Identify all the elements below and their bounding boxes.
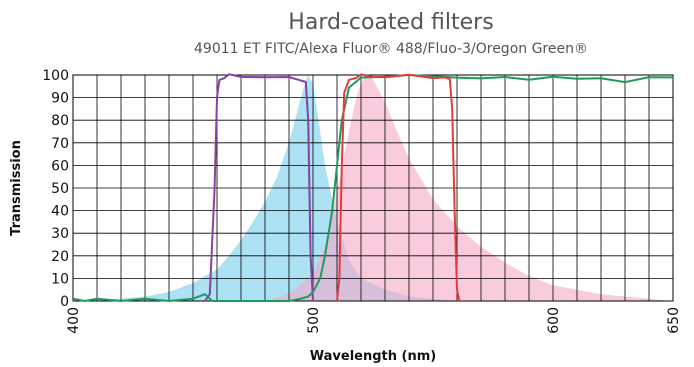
x-tick-label: 500 xyxy=(306,307,322,334)
x-axis-label: Wavelength (nm) xyxy=(310,349,436,364)
y-tick-label: 30 xyxy=(51,226,69,242)
y-tick-label: 20 xyxy=(51,249,69,265)
y-tick-label: 90 xyxy=(51,91,69,107)
y-tick-labels: 0 10 20 30 40 50 60 70 80 90 100 xyxy=(42,68,69,310)
filter-line-2 xyxy=(204,73,314,302)
y-tick-label: 80 xyxy=(51,113,69,129)
spectrum-area-1 xyxy=(265,75,673,301)
y-tick-label: 60 xyxy=(51,158,69,174)
y-tick-label: 100 xyxy=(42,68,69,84)
grid-lines xyxy=(72,74,674,302)
x-tick-label: 650 xyxy=(666,307,682,334)
plot-lines xyxy=(72,73,674,302)
x-tick-labels: 400 500 600 650 xyxy=(66,307,682,334)
y-tick-label: 40 xyxy=(51,204,69,220)
x-tick-label: 400 xyxy=(66,307,82,334)
chart-subtitle: 49011 ET FITC/Alexa Fluor® 488/Fluo-3/Or… xyxy=(194,41,588,57)
y-tick-label: 10 xyxy=(51,271,69,287)
plot-frame xyxy=(72,74,674,302)
chart-title: Hard-coated filters xyxy=(288,10,493,35)
filter-line-3 xyxy=(72,74,674,302)
x-tick-label: 600 xyxy=(546,307,562,334)
y-tick-label: 50 xyxy=(51,181,69,197)
y-axis-label: Transmission xyxy=(9,140,24,236)
filter-line-4 xyxy=(336,73,461,302)
y-tick-label: 0 xyxy=(60,294,69,310)
y-tick-label: 70 xyxy=(51,136,69,152)
